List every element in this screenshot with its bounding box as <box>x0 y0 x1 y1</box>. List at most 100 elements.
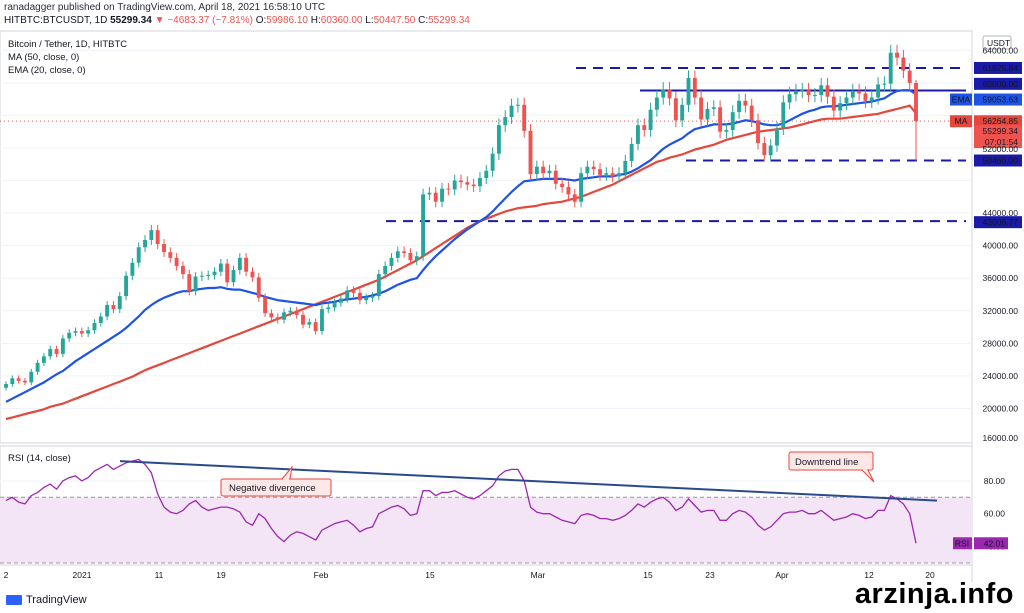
candle <box>105 301 110 321</box>
price-tick: 07:01:54 <box>974 136 1022 149</box>
time-tick-label: 11 <box>155 570 164 580</box>
candle <box>212 267 217 280</box>
candle-body <box>629 143 634 161</box>
candle <box>800 82 805 99</box>
candle <box>617 167 621 183</box>
price-tick: 64000.00 <box>983 45 1019 55</box>
rsi-legend[interactable]: RSI (14, close) <box>8 453 71 464</box>
candle-body <box>136 247 141 263</box>
candle-body <box>566 187 571 195</box>
candle-body <box>301 314 305 325</box>
candle <box>29 368 34 386</box>
price-tick-label: 16000.00 <box>983 433 1019 443</box>
negative-divergence-callout[interactable]: Negative divergence <box>220 465 332 497</box>
candle-body <box>490 153 495 171</box>
candle-body <box>724 130 729 132</box>
low-value: 50447.50 <box>373 15 416 26</box>
candle <box>23 377 27 386</box>
candle-body <box>23 380 27 383</box>
symbol-label[interactable]: HITBTC:BTCUSDT, 1D <box>4 15 108 26</box>
ma-legend[interactable]: MA (50, close, 0) <box>8 52 79 63</box>
candle <box>781 95 786 136</box>
candle-body <box>421 194 426 257</box>
usdt-label[interactable]: USDT <box>982 35 1012 50</box>
candle <box>610 167 615 183</box>
open-value: 59986.10 <box>266 15 308 26</box>
candle <box>301 310 305 329</box>
time-axis[interactable]: 2 2021 11 19 Feb 15 Mar 15 23 Apr 12 20 <box>4 570 935 580</box>
candle <box>737 93 742 120</box>
candle-body <box>174 257 179 266</box>
ma-50-line <box>5 104 917 421</box>
price-tick: 59053.63 <box>974 93 1022 106</box>
price-axis[interactable]: 64000.00 61825.84 60000.00 59053.63 56264.85… <box>950 45 1022 443</box>
candle <box>509 98 514 124</box>
price-tick: 52000.00 <box>983 144 1019 154</box>
rsi-value-bg <box>974 537 1008 550</box>
candle-body <box>244 257 249 272</box>
price-tick-label: 52000.00 <box>983 144 1019 154</box>
candle-body <box>775 128 779 146</box>
candle-body <box>256 277 261 298</box>
candle <box>711 100 716 116</box>
candle <box>806 82 811 103</box>
candle <box>459 174 463 188</box>
price-tag-bg <box>974 154 1022 167</box>
candle-body <box>572 194 577 202</box>
price-tick-label: 32000.00 <box>983 306 1019 316</box>
candle <box>812 87 817 103</box>
candle-body <box>503 117 508 126</box>
candle <box>383 261 388 279</box>
candle-body <box>831 96 836 111</box>
time-tick-label: 19 <box>216 570 226 580</box>
candle-body <box>604 173 609 175</box>
price-pane[interactable] <box>0 30 973 444</box>
time-tick-label: Mar <box>531 570 546 580</box>
candle-body <box>282 312 287 320</box>
price-tag-bg <box>974 115 1022 128</box>
candle-body <box>819 85 824 96</box>
candle <box>244 253 249 277</box>
candle <box>534 160 539 180</box>
downtrend-line-callout[interactable]: Downtrend line <box>788 451 875 483</box>
candle <box>503 110 508 132</box>
time-tick-label: 12 <box>864 570 874 580</box>
candle <box>869 90 874 108</box>
candle <box>566 181 571 201</box>
candle-body <box>844 97 849 104</box>
candle-body <box>117 296 122 310</box>
indicator-tag: EMA <box>950 93 972 106</box>
candle-body <box>699 97 704 120</box>
candle-body <box>547 170 552 174</box>
candle <box>705 101 710 127</box>
candle <box>541 160 546 180</box>
ma-50-path <box>5 104 917 421</box>
price-tick-label: 24000.00 <box>983 371 1019 381</box>
candle-body <box>787 94 792 103</box>
candle-body <box>914 82 918 122</box>
candle-body <box>130 262 135 276</box>
candle-body <box>364 297 369 301</box>
candle <box>446 182 451 196</box>
candle <box>629 137 634 168</box>
candle <box>117 291 122 314</box>
price-tick-label: 64000.00 <box>983 45 1019 55</box>
tradingview-logo[interactable]: TradingView <box>6 594 87 606</box>
candle <box>471 178 476 192</box>
rsi-value-tag: 42.01 <box>974 537 1008 550</box>
candle-body <box>705 108 710 120</box>
ema-legend[interactable]: EMA (20, close, 0) <box>8 65 86 76</box>
candle <box>914 79 918 161</box>
price-tick-label: 61825.84 <box>983 63 1019 73</box>
candle-body <box>509 105 514 118</box>
close-label: C: <box>418 15 429 26</box>
candle-body <box>579 173 584 202</box>
candle-body <box>446 188 451 190</box>
candle <box>187 269 192 296</box>
candle-body <box>459 180 463 183</box>
price-tick: 36000.00 <box>983 273 1019 283</box>
candle-body <box>478 178 482 187</box>
candle-body <box>193 276 198 292</box>
